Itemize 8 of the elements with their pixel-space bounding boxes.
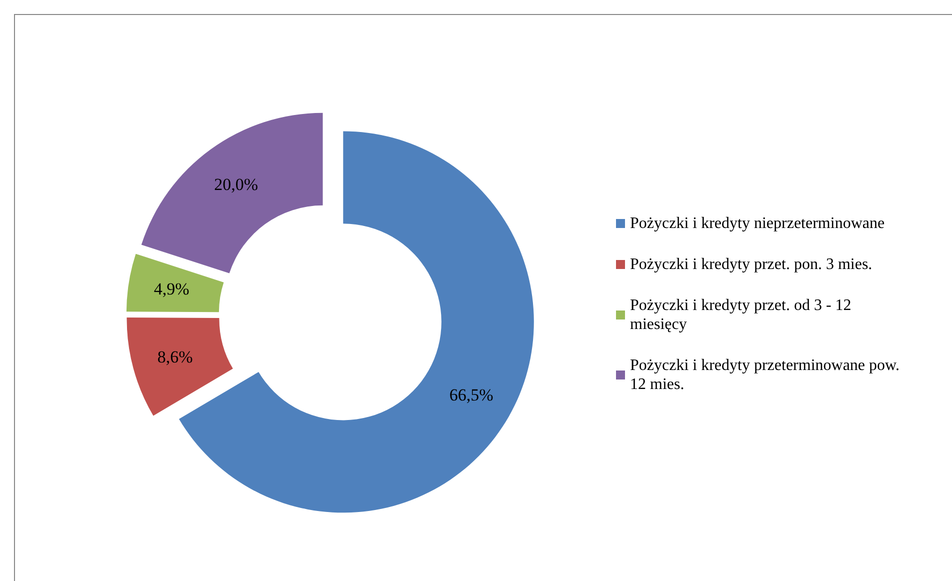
legend-label: Pożyczki i kredyty nieprzeterminowane <box>630 215 885 232</box>
data-label: 8,6% <box>157 348 193 367</box>
data-label: 66,5% <box>449 386 494 405</box>
legend-label: Pożyczki i kredyty przet. pon. 3 mies. <box>630 256 872 273</box>
legend-label: Pożyczki i kredyty przet. od 3 - 12 miesięcy <box>630 297 856 333</box>
data-label: 4,9% <box>154 280 190 299</box>
data-label: 20,0% <box>214 174 258 194</box>
legend-label: Pożyczki i kredyty przeterminowane pow. 12 mies. <box>630 357 904 393</box>
